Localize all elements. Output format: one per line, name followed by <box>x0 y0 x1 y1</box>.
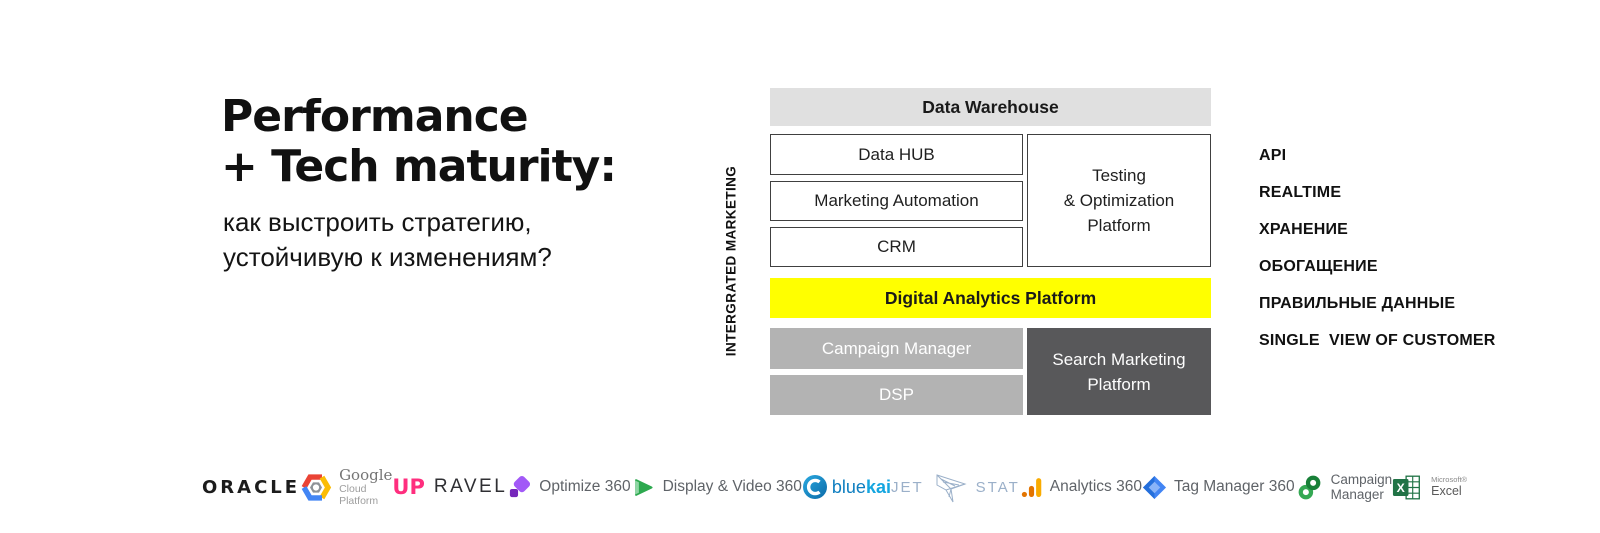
jetstat-logo: JET STAT <box>891 467 1020 507</box>
testing-line-1: Testing <box>1092 166 1146 185</box>
optimize-360-logo: Optimize 360 <box>507 475 631 500</box>
list-item-single-view: SINGLE VIEW OF CUSTOMER <box>1259 332 1496 349</box>
svg-text:X: X <box>1397 481 1406 495</box>
google-wordmark: Google <box>339 465 393 484</box>
upravel-up-mark: UP <box>392 475 425 499</box>
campaign-manager-box: Campaign Manager <box>770 328 1023 369</box>
page-subtitle: как выстроить стратегию, устойчивую к из… <box>223 205 552 275</box>
list-item-realtime: REALTIME <box>1259 184 1342 201</box>
bluekai-kai-text: kai <box>865 476 891 497</box>
tag-manager-360-logo: Tag Manager 360 <box>1142 475 1295 500</box>
excel-label: Excel <box>1431 484 1462 498</box>
search-line-1: Search Marketing <box>1052 349 1186 369</box>
digital-analytics-platform-bar: Digital Analytics Platform <box>770 278 1211 318</box>
optimize-360-label: Optimize 360 <box>539 478 631 495</box>
bluekai-logo: bluekai <box>802 474 891 500</box>
crm-box: CRM <box>770 227 1023 267</box>
analytics-360-logo: Analytics 360 <box>1020 476 1142 499</box>
bluekai-swirl-icon <box>802 475 827 499</box>
tag-manager-360-label: Tag Manager 360 <box>1173 478 1295 495</box>
integrated-marketing-side-label: INTERGRATED MARKETING <box>723 165 739 357</box>
jetstat-jet-text: JET <box>890 478 924 496</box>
title-line-1: Performance <box>221 91 529 142</box>
google-cloud-hexagon-icon <box>301 473 332 501</box>
oracle-wordmark: ORACLE <box>202 476 301 498</box>
analytics-bars-icon <box>1021 477 1042 497</box>
testing-line-3: Platform <box>1087 216 1151 235</box>
play-triangle-icon <box>634 478 653 496</box>
tag-manager-diamond-icon <box>1142 475 1166 499</box>
marketing-automation-box: Marketing Automation <box>770 181 1023 221</box>
display-video-360-label: Display & Video 360 <box>662 478 802 495</box>
microsoft-label: Microsoft® <box>1431 475 1468 484</box>
analytics-360-label: Analytics 360 <box>1049 478 1142 495</box>
vendor-logo-row: ORACLE Google Cloud Platform UP RAVEL <box>202 465 1467 509</box>
search-marketing-platform-box: Search Marketing Platform <box>1027 328 1211 415</box>
optimize-flag-icon <box>510 475 531 497</box>
page-title: Performance + Tech maturity: <box>221 91 617 192</box>
campaign-manager-logo: Campaign Manager <box>1295 472 1393 502</box>
data-hub-box: Data HUB <box>770 134 1023 175</box>
list-item-storage: ХРАНЕНИЕ <box>1259 221 1349 238</box>
subtitle-line-1: как выстроить стратегию, <box>223 207 532 237</box>
capabilities-list: API REALTIME ХРАНЕНИЕ ОБОГАЩЕНИЕ ПРАВИЛЬ… <box>1259 148 1496 349</box>
display-video-360-logo: Display & Video 360 <box>631 475 802 500</box>
testing-optimization-box: Testing & Optimization Platform <box>1027 134 1211 267</box>
bluekai-blue-text: blue <box>831 476 866 497</box>
excel-icon: X <box>1393 475 1421 499</box>
upravel-logo: UP RAVEL <box>392 475 507 499</box>
search-line-2: Platform <box>1087 374 1151 394</box>
list-item-right-data: ПРАВИЛЬНЫЕ ДАННЫЕ <box>1259 295 1456 312</box>
excel-logo: X Microsoft® Excel <box>1392 473 1467 502</box>
data-warehouse-bar: Data Warehouse <box>770 88 1211 126</box>
upravel-wordmark: RAVEL <box>433 476 508 497</box>
oracle-logo: ORACLE <box>202 477 300 498</box>
jet-sketch-icon <box>936 474 967 503</box>
testing-line-2: & Optimization <box>1063 191 1175 210</box>
title-line-2: + Tech maturity: <box>221 141 617 192</box>
campaign-manager-line-1: Campaign <box>1330 472 1393 487</box>
google-cloud-platform-logo: Google Cloud Platform <box>300 465 393 507</box>
cloud-platform-label: Cloud Platform <box>339 482 379 507</box>
dsp-box: DSP <box>770 375 1023 415</box>
jetstat-stat-text: STAT <box>975 478 1020 496</box>
campaign-manager-rings-icon <box>1298 475 1320 499</box>
list-item-api: API <box>1259 147 1287 164</box>
subtitle-line-2: устойчивую к изменениям? <box>223 242 552 272</box>
list-item-enrichment: ОБОГАЩЕНИЕ <box>1259 258 1378 275</box>
campaign-manager-line-2: Manager <box>1330 487 1384 502</box>
